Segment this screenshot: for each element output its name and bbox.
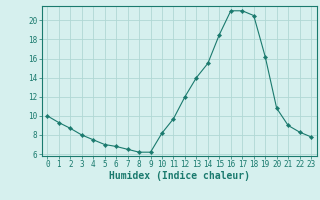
X-axis label: Humidex (Indice chaleur): Humidex (Indice chaleur) (109, 171, 250, 181)
